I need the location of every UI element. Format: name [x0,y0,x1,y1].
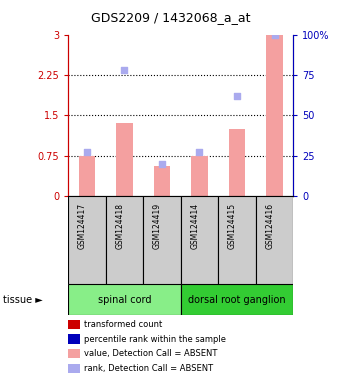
Text: GDS2209 / 1432068_a_at: GDS2209 / 1432068_a_at [91,11,250,24]
Text: GSM124418: GSM124418 [116,203,124,249]
Bar [181,196,218,284]
Bar [153,166,170,196]
Point [197,149,202,156]
Bar [181,284,293,315]
Bar [116,123,133,196]
Text: spinal cord: spinal cord [98,295,151,305]
Text: dorsal root ganglion: dorsal root ganglion [188,295,286,305]
Bar [228,129,246,196]
Text: tissue ►: tissue ► [3,295,43,305]
Text: transformed count: transformed count [84,320,162,329]
Point [122,67,127,73]
Bar [256,196,293,284]
Text: GSM124419: GSM124419 [153,203,162,249]
Point [234,93,240,99]
Text: GSM124417: GSM124417 [78,203,87,249]
Bar [68,196,106,284]
Text: value, Detection Call = ABSENT: value, Detection Call = ABSENT [84,349,217,358]
Bar [191,156,208,196]
Bar [218,196,256,284]
Text: percentile rank within the sample: percentile rank within the sample [84,334,225,344]
Bar [106,196,143,284]
Text: GSM124415: GSM124415 [228,203,237,249]
Point [159,161,165,167]
Text: GSM124416: GSM124416 [266,203,275,249]
Bar [78,156,95,196]
Text: GSM124414: GSM124414 [191,203,199,249]
Point [84,149,90,156]
Bar [68,284,181,315]
Point [272,31,277,38]
Text: rank, Detection Call = ABSENT: rank, Detection Call = ABSENT [84,364,213,373]
Bar [266,35,283,196]
Bar [143,196,181,284]
